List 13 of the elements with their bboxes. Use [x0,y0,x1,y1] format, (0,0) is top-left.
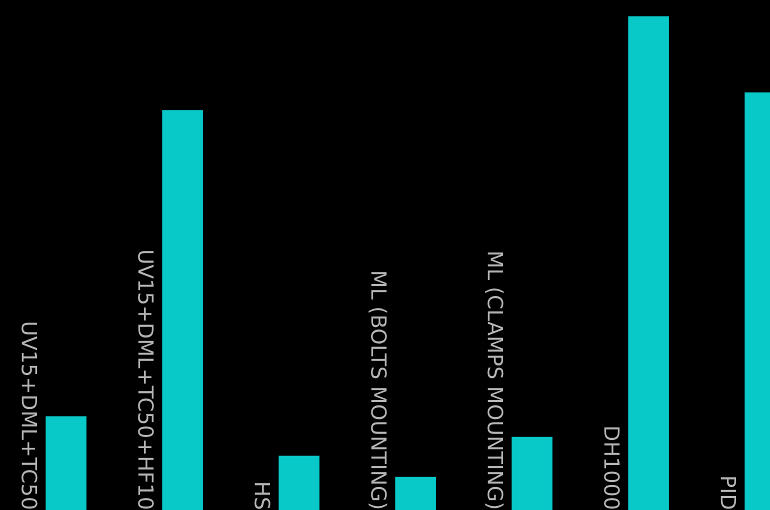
bar [512,436,552,510]
x-tick-label: HS [254,483,270,509]
x-tick-label: ML (BOLTS MOUNTING) [368,272,388,508]
x-tick-label: UV15+DML+TC50 [22,322,38,509]
bar [278,456,320,510]
x-tick-label: UV15+DML+TC50+HF10 [138,251,154,509]
x-tick-label: PID [720,477,736,509]
bar [628,16,669,510]
bar [46,416,86,510]
x-tick-label: DH1000 [604,427,620,509]
bar [162,110,203,510]
x-tick-label: ML (CLAMPS MOUNTING) [485,252,504,508]
bar [395,476,436,510]
